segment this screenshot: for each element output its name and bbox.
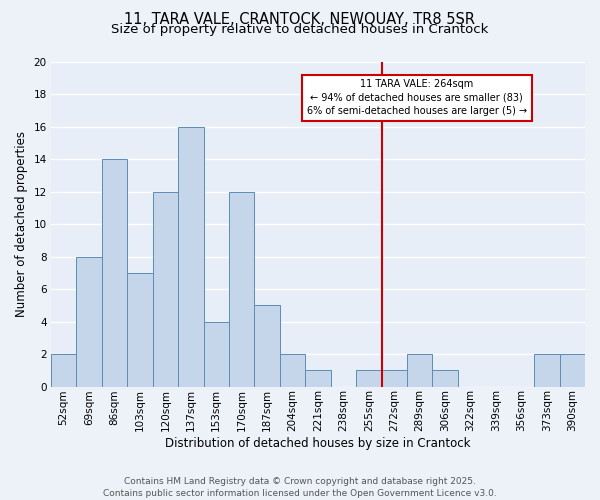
Text: Size of property relative to detached houses in Crantock: Size of property relative to detached ho…	[112, 22, 488, 36]
Bar	[382, 370, 407, 386]
Bar	[305, 370, 331, 386]
Bar	[102, 159, 127, 386]
Bar	[560, 354, 585, 386]
Text: 11 TARA VALE: 264sqm
← 94% of detached houses are smaller (83)
6% of semi-detach: 11 TARA VALE: 264sqm ← 94% of detached h…	[307, 80, 527, 116]
Bar	[433, 370, 458, 386]
Y-axis label: Number of detached properties: Number of detached properties	[15, 131, 28, 317]
Bar	[76, 256, 102, 386]
Text: 11, TARA VALE, CRANTOCK, NEWQUAY, TR8 5SR: 11, TARA VALE, CRANTOCK, NEWQUAY, TR8 5S…	[125, 12, 476, 28]
Bar	[356, 370, 382, 386]
Bar	[152, 192, 178, 386]
Bar	[51, 354, 76, 386]
Bar	[229, 192, 254, 386]
Text: Contains HM Land Registry data © Crown copyright and database right 2025.
Contai: Contains HM Land Registry data © Crown c…	[103, 476, 497, 498]
Bar	[407, 354, 433, 386]
Bar	[254, 306, 280, 386]
Bar	[203, 322, 229, 386]
Bar	[127, 273, 152, 386]
Bar	[280, 354, 305, 386]
X-axis label: Distribution of detached houses by size in Crantock: Distribution of detached houses by size …	[165, 437, 471, 450]
Bar	[534, 354, 560, 386]
Bar	[178, 126, 203, 386]
